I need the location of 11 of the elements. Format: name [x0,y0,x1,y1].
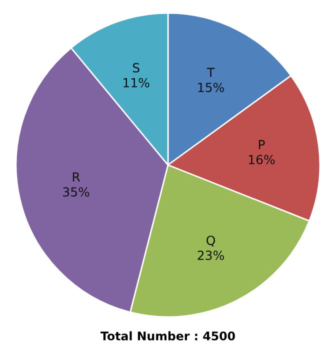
text: Total Number : 4500 [100,331,235,340]
data-label: 23% [198,250,224,260]
data-label: 16% [248,154,275,164]
slice-label: Q [206,236,215,247]
slice-label: S [132,63,140,73]
slice-label: P [258,140,265,150]
slice-label: T [206,68,215,78]
data-label: 15% [198,82,224,92]
data-label: 11% [124,78,150,88]
data-label: 35% [63,187,90,197]
slice-label: R [72,172,80,182]
